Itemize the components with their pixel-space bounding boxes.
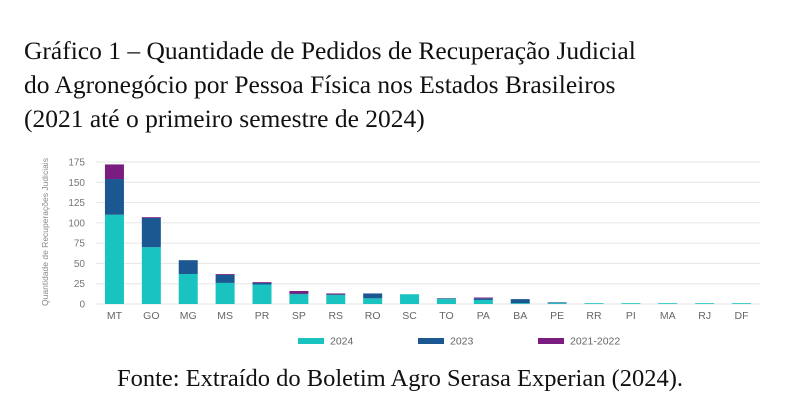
bar-segment <box>436 299 456 304</box>
bar-segment <box>658 303 678 304</box>
bars <box>104 164 752 304</box>
x-tick-label: TO <box>439 310 453 322</box>
y-tick-label: 0 <box>79 300 85 311</box>
x-tick-label: PA <box>477 310 490 322</box>
x-tick-label: PR <box>255 310 270 322</box>
legend-label: 2023 <box>450 336 474 348</box>
y-tick-label: 125 <box>68 198 85 209</box>
legend-swatch <box>418 338 444 344</box>
x-tick-label: SC <box>402 310 417 322</box>
chart-title: Gráfico 1 – Quantidade de Pedidos de Rec… <box>24 34 776 136</box>
y-tick-label: 100 <box>68 218 85 229</box>
legend: 2024 2023 2021-2022 <box>298 336 620 348</box>
x-tick-label: PE <box>550 310 564 322</box>
y-tick-label: 50 <box>74 259 86 270</box>
bar-segment <box>141 217 161 248</box>
bar-segment <box>436 298 456 300</box>
x-tick-label: SP <box>292 310 306 322</box>
bar-segment <box>510 303 530 304</box>
bar-segment <box>252 282 272 285</box>
legend-swatch <box>298 338 324 344</box>
bar-segment <box>252 284 272 304</box>
x-tick-label: RO <box>365 310 381 322</box>
legend-swatch <box>538 338 564 344</box>
legend-label: 2024 <box>330 336 354 348</box>
bar-segment <box>104 179 124 215</box>
legend-label: 2021-2022 <box>570 336 620 348</box>
bar-segment <box>104 214 124 304</box>
bar-segment <box>141 217 161 218</box>
x-tick-label: GO <box>143 310 159 322</box>
bar-segment <box>289 291 309 294</box>
bar-segment <box>326 293 346 295</box>
bar-segment <box>363 298 383 304</box>
bar-segment <box>621 303 641 304</box>
source-note: Fonte: Extraído do Boletim Agro Serasa E… <box>116 365 684 392</box>
x-tick-label: MG <box>180 310 197 322</box>
y-tick-label: 150 <box>68 178 85 189</box>
bar-segment <box>215 282 235 304</box>
x-tick-label: BA <box>513 310 527 322</box>
bar-segment <box>547 302 567 304</box>
x-tick-label: MT <box>107 310 123 322</box>
chart-title-line-1: Gráfico 1 – Quantidade de Pedidos de Rec… <box>24 36 636 65</box>
bar-segment <box>547 303 567 304</box>
bar-segment <box>215 273 235 275</box>
bar-segment <box>584 303 604 304</box>
bar-segment <box>252 282 272 283</box>
bar-segment <box>473 299 493 304</box>
y-axis-label: Quantidade de Recuperações Judiciais <box>40 158 50 306</box>
x-tick-label: DF <box>735 310 749 322</box>
bar-segment <box>400 294 420 304</box>
gridlines <box>96 161 760 305</box>
y-tick-label: 175 <box>68 158 85 169</box>
bar-segment <box>473 298 493 300</box>
x-tick-label: MS <box>217 310 233 322</box>
x-tick-label: RR <box>586 310 602 322</box>
x-tick-label: MA <box>660 310 676 322</box>
bar-segment <box>178 273 198 304</box>
bar-segment <box>141 247 161 304</box>
stacked-bar-chart: 0 25 50 75 100 125 150 175 Quantidade de Recupe… <box>40 158 760 348</box>
y-axis-ticks: 0 25 50 75 100 125 150 175 <box>68 158 85 311</box>
x-tick-label: PI <box>626 310 636 322</box>
bar-segment <box>104 164 124 180</box>
chart-title-line-2: do Agronegócio por Pessoa Física nos Est… <box>24 70 616 99</box>
bar-segment <box>178 260 198 274</box>
x-axis-ticks: MT GO MG MS PR SP RS RO SC TO PA BA PE RR PI MA RJ DF <box>107 310 749 322</box>
y-tick-label: 75 <box>74 239 86 250</box>
bar-segment <box>326 294 346 296</box>
bar-segment <box>289 293 309 295</box>
bar-segment <box>215 274 235 283</box>
bar-segment <box>363 293 383 299</box>
x-tick-label: RS <box>328 310 343 322</box>
bar-segment <box>695 303 715 304</box>
chart-title-line-3: (2021 até o primeiro semestre de 2024) <box>24 104 425 133</box>
bar-segment <box>326 295 346 304</box>
bar-segment <box>732 303 752 304</box>
bar-segment <box>289 294 309 304</box>
x-tick-label: RJ <box>698 310 711 322</box>
bar-segment <box>473 297 493 299</box>
y-tick-label: 25 <box>74 279 86 290</box>
bar-segment <box>510 299 530 304</box>
